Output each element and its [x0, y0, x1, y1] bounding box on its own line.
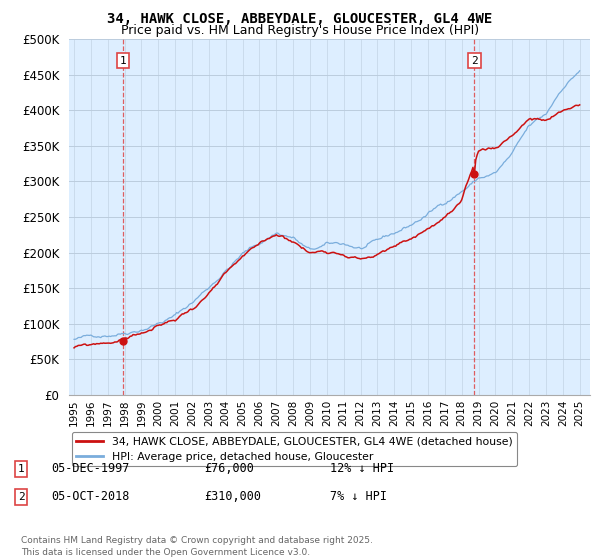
Text: £76,000: £76,000 [204, 462, 254, 475]
Text: £310,000: £310,000 [204, 490, 261, 503]
Text: 2: 2 [17, 492, 25, 502]
Text: Price paid vs. HM Land Registry's House Price Index (HPI): Price paid vs. HM Land Registry's House … [121, 24, 479, 36]
Text: 12% ↓ HPI: 12% ↓ HPI [330, 462, 394, 475]
Text: 2: 2 [471, 55, 478, 66]
Text: 05-OCT-2018: 05-OCT-2018 [51, 490, 130, 503]
Text: Contains HM Land Registry data © Crown copyright and database right 2025.
This d: Contains HM Land Registry data © Crown c… [21, 536, 373, 557]
Text: 34, HAWK CLOSE, ABBEYDALE, GLOUCESTER, GL4 4WE: 34, HAWK CLOSE, ABBEYDALE, GLOUCESTER, G… [107, 12, 493, 26]
Legend: 34, HAWK CLOSE, ABBEYDALE, GLOUCESTER, GL4 4WE (detached house), HPI: Average pr: 34, HAWK CLOSE, ABBEYDALE, GLOUCESTER, G… [72, 432, 517, 466]
Text: 1: 1 [120, 55, 127, 66]
Text: 1: 1 [17, 464, 25, 474]
Text: 05-DEC-1997: 05-DEC-1997 [51, 462, 130, 475]
Text: 7% ↓ HPI: 7% ↓ HPI [330, 490, 387, 503]
